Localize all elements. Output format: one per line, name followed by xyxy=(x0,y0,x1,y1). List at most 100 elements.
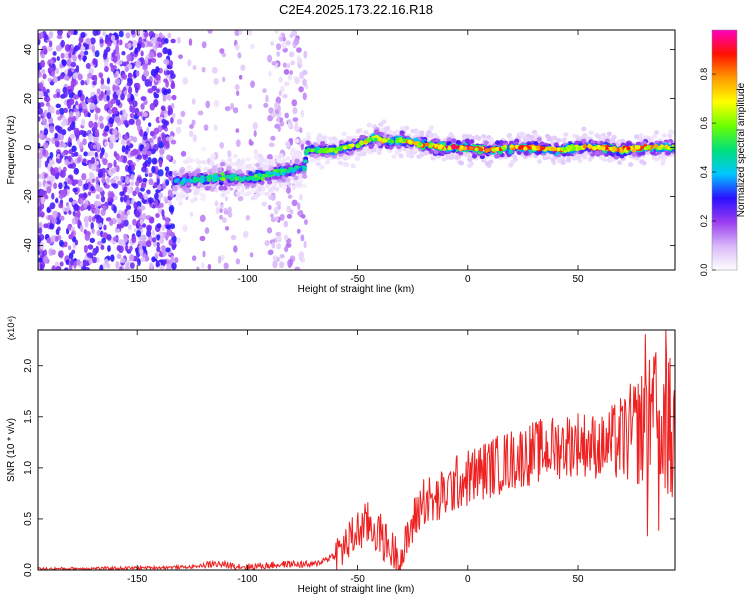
noise-dot xyxy=(69,48,74,54)
noise-dot xyxy=(161,209,165,217)
noise-dot xyxy=(287,194,293,199)
noise-dot xyxy=(73,179,79,185)
noise-dot xyxy=(171,94,177,101)
ridge-dot xyxy=(320,140,326,146)
noise-dot xyxy=(227,211,233,218)
noise-dot xyxy=(46,186,52,194)
ridge-dot xyxy=(341,131,347,137)
noise-dot xyxy=(151,237,157,243)
noise-dot xyxy=(127,42,132,49)
noise-dot xyxy=(67,116,74,123)
noise-dot xyxy=(39,173,45,180)
noise-dot xyxy=(75,64,80,73)
noise-dot xyxy=(154,192,159,200)
noise-dot xyxy=(155,66,160,73)
noise-dot xyxy=(127,86,133,95)
noise-dot xyxy=(169,60,174,67)
noise-dot xyxy=(46,207,51,214)
noise-dot xyxy=(41,69,46,74)
noise-dot xyxy=(164,38,169,44)
noise-dot xyxy=(291,199,298,207)
noise-dot xyxy=(38,152,44,160)
noise-dot xyxy=(286,205,292,213)
noise-dot xyxy=(125,204,132,210)
noise-dot xyxy=(55,45,62,52)
ridge-dot xyxy=(577,158,583,164)
ridge-dot xyxy=(309,152,315,158)
ridge-dot xyxy=(220,161,226,167)
ridge-dot xyxy=(189,198,196,204)
noise-dot xyxy=(142,146,148,154)
noise-dot xyxy=(86,252,93,258)
noise-dot xyxy=(55,109,60,115)
noise-dot xyxy=(40,53,46,59)
noise-dot xyxy=(43,49,48,55)
noise-dot xyxy=(120,138,127,146)
noise-dot xyxy=(188,38,193,46)
ridge-dot xyxy=(575,136,582,142)
noise-dot xyxy=(170,116,174,124)
ridge-dot xyxy=(445,154,451,160)
ridge-dot xyxy=(376,150,382,156)
noise-dot xyxy=(300,214,306,219)
noise-dot xyxy=(67,101,72,110)
noise-dot xyxy=(86,130,91,135)
noise-dot xyxy=(38,32,42,41)
ridge-dot xyxy=(667,133,673,139)
ridge-dot xyxy=(419,130,425,136)
noise-dot xyxy=(165,79,169,88)
noise-dot xyxy=(38,102,41,110)
noise-dot xyxy=(106,41,112,47)
noise-dot xyxy=(298,86,304,93)
ridge-dot xyxy=(285,156,291,161)
ridge-dot xyxy=(196,159,202,165)
noise-dot xyxy=(105,168,109,174)
noise-dot xyxy=(140,257,146,262)
noise-dot xyxy=(67,68,72,77)
ridge-dot xyxy=(481,134,487,139)
noise-dot xyxy=(90,37,96,45)
noise-dot xyxy=(92,144,97,150)
noise-dot xyxy=(127,72,132,78)
noise-dot xyxy=(109,62,114,68)
noise-dot xyxy=(132,218,137,226)
noise-dot xyxy=(68,252,74,260)
noise-dot xyxy=(125,199,131,206)
noise-dot xyxy=(46,96,51,102)
noise-dot xyxy=(148,138,154,143)
noise-dot xyxy=(64,52,69,60)
ridge-dot xyxy=(255,162,261,168)
noise-dot xyxy=(166,94,172,101)
noise-dot xyxy=(150,57,157,63)
noise-dot xyxy=(207,263,212,270)
noise-dot xyxy=(189,130,194,138)
noise-dot xyxy=(103,49,108,58)
noise-dot xyxy=(131,40,138,47)
noise-dot xyxy=(104,141,109,147)
ridge-dot xyxy=(660,161,666,166)
noise-dot xyxy=(129,151,135,157)
ridge-dot xyxy=(211,165,217,171)
noise-dot xyxy=(303,219,308,225)
ridge-dot xyxy=(177,201,184,206)
ridge-dot xyxy=(572,133,578,139)
ridge-dot xyxy=(571,155,577,161)
noise-dot xyxy=(58,239,64,247)
noise-dot xyxy=(49,106,55,114)
noise-dot xyxy=(274,30,279,34)
noise-dot xyxy=(162,47,168,55)
noise-dot xyxy=(71,145,77,153)
noise-dot xyxy=(248,103,252,110)
noise-dot xyxy=(71,217,76,225)
noise-dot xyxy=(155,189,161,194)
noise-dot xyxy=(62,115,66,122)
noise-dot xyxy=(102,205,107,210)
noise-dot xyxy=(92,30,99,37)
noise-dot xyxy=(271,241,276,249)
noise-dot xyxy=(289,137,294,146)
noise-dot xyxy=(49,67,55,72)
noise-dot xyxy=(279,213,285,221)
ridge-dot xyxy=(631,152,637,157)
noise-dot xyxy=(140,96,147,101)
ridge-dot xyxy=(199,192,205,198)
